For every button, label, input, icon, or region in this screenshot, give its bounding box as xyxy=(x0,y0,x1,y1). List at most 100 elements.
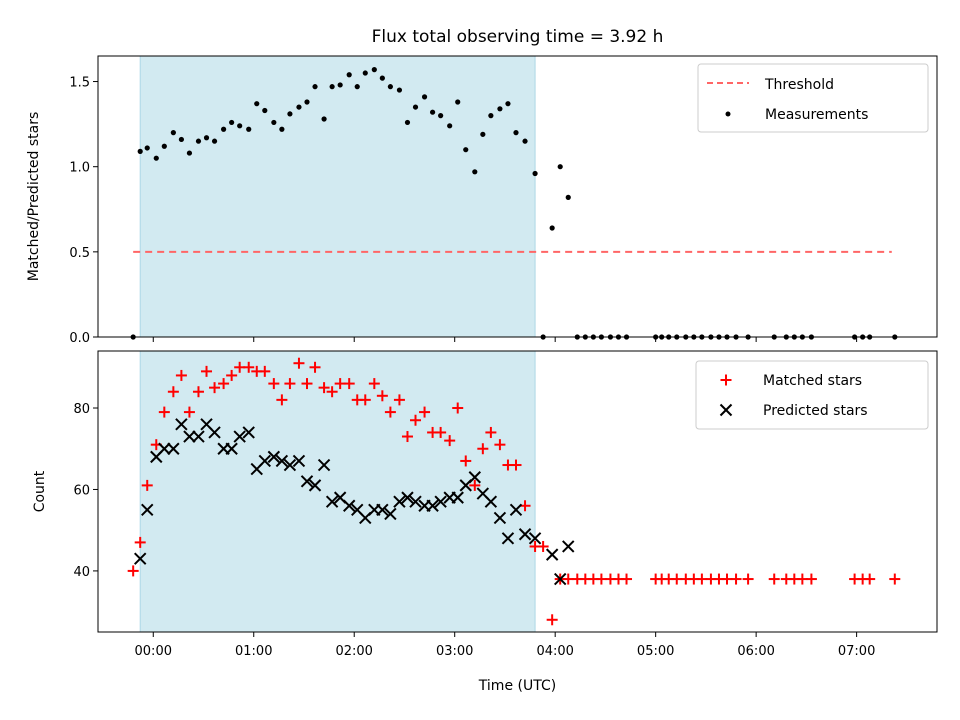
predicted-star-point xyxy=(468,471,482,484)
predicted-star-point xyxy=(493,511,507,525)
predicted-star-point xyxy=(317,458,331,472)
top-y-tick-label: 0.0 xyxy=(69,331,90,346)
matched-star-point xyxy=(477,443,489,455)
measurement-point xyxy=(287,111,293,117)
predicted-star-point xyxy=(545,548,559,561)
matched-star-point xyxy=(805,573,817,585)
predicted-star-point xyxy=(233,430,246,443)
predicted-star-point xyxy=(342,499,356,512)
measurement-point xyxy=(137,148,143,154)
legend-predicted-label: Predicted stars xyxy=(763,403,868,419)
predicted-star-point xyxy=(393,495,406,508)
measurement-point xyxy=(229,119,235,126)
top-legend: Threshold Measurements xyxy=(697,63,929,133)
predicted-star-point xyxy=(283,458,297,472)
predicted-star-point xyxy=(183,430,196,443)
measurement-point xyxy=(362,70,368,76)
observing-span-top xyxy=(139,55,536,338)
bottom-y-tick-label: 80 xyxy=(73,402,90,417)
predicted-star-point xyxy=(133,552,147,565)
measurement-point xyxy=(480,131,486,137)
matched-star-point xyxy=(368,378,380,390)
measurement-point xyxy=(203,135,210,141)
matched-star-point xyxy=(419,406,431,418)
x-tick-label: 05:00 xyxy=(637,644,674,659)
measurement-point xyxy=(404,119,411,126)
predicted-star-point xyxy=(175,418,188,431)
predicted-star-point xyxy=(553,572,567,586)
matched-star-point xyxy=(192,386,204,398)
matched-star-point xyxy=(444,435,456,447)
measurement-point xyxy=(463,147,469,153)
predicted-star-point xyxy=(208,426,221,439)
matched-star-point xyxy=(401,431,413,443)
x-tick-label: 06:00 xyxy=(737,644,774,659)
predicted-star-point xyxy=(225,442,238,455)
measurement-point xyxy=(447,123,453,129)
matched-star-point xyxy=(494,439,506,451)
matched-star-point xyxy=(158,406,170,418)
matched-star-point xyxy=(485,426,497,438)
measurement-point xyxy=(337,82,343,88)
measurement-point xyxy=(412,104,419,110)
measurement-point xyxy=(396,87,403,93)
matched-star-point xyxy=(864,573,876,585)
matched-star-point xyxy=(621,573,633,585)
matched-star-point xyxy=(167,386,179,398)
legend-matched-label: Matched stars xyxy=(763,373,862,389)
legend-measurements-symbol xyxy=(725,111,731,117)
matched-star-point xyxy=(134,536,146,548)
measurement-point xyxy=(549,225,555,231)
predicted-star-point xyxy=(562,540,575,553)
top-panel: Flux total observing time = 3.92 h Match… xyxy=(26,27,938,346)
measurement-point xyxy=(379,75,385,81)
matched-star-point xyxy=(175,369,187,381)
predicted-star-point xyxy=(267,450,281,464)
measurement-point xyxy=(170,130,176,136)
matched-star-point xyxy=(318,382,330,394)
predicted-star-point xyxy=(528,532,542,545)
matched-star-point xyxy=(460,455,472,467)
matched-star-point xyxy=(218,378,230,390)
bottom-markers xyxy=(127,357,901,626)
predicted-star-point xyxy=(292,454,306,468)
measurement-point xyxy=(557,164,563,170)
measurement-point xyxy=(565,194,571,200)
matched-star-point xyxy=(343,378,355,390)
measurement-point xyxy=(429,109,436,115)
measurement-point xyxy=(271,119,277,126)
bottom-legend-box xyxy=(695,360,929,430)
measurement-point xyxy=(296,104,302,110)
x-tick-label: 03:00 xyxy=(436,644,473,659)
measurement-point xyxy=(304,99,310,105)
matched-star-point xyxy=(435,426,447,438)
measurement-point xyxy=(438,113,444,119)
top-y-axis-label: Matched/Predicted stars xyxy=(26,112,42,282)
matched-star-point xyxy=(537,540,549,552)
predicted-star-point xyxy=(258,454,272,468)
matched-star-point xyxy=(284,378,296,390)
predicted-star-point xyxy=(409,495,422,508)
matched-star-point xyxy=(259,365,271,377)
measurement-point xyxy=(312,84,318,90)
top-y-tick-label: 0.5 xyxy=(69,246,90,261)
measurement-point xyxy=(421,94,428,100)
measurement-point xyxy=(488,113,494,119)
matched-star-point xyxy=(201,365,213,377)
measurement-point xyxy=(522,138,528,144)
x-tick-label: 01:00 xyxy=(235,644,272,659)
predicted-star-point xyxy=(434,495,447,508)
predicted-star-point xyxy=(192,430,205,443)
matched-star-point xyxy=(768,573,780,585)
measurement-point xyxy=(254,101,260,107)
predicted-star-point xyxy=(501,532,515,545)
matched-star-point xyxy=(410,414,422,426)
top-y-tick-label: 1.5 xyxy=(69,76,90,91)
measurement-point xyxy=(371,67,377,73)
predicted-star-point xyxy=(242,426,255,439)
matched-star-point xyxy=(452,402,464,414)
top-plot-frame xyxy=(97,55,938,338)
measurement-point xyxy=(237,123,243,129)
top-legend-box xyxy=(697,63,929,133)
matched-star-point xyxy=(376,390,388,402)
